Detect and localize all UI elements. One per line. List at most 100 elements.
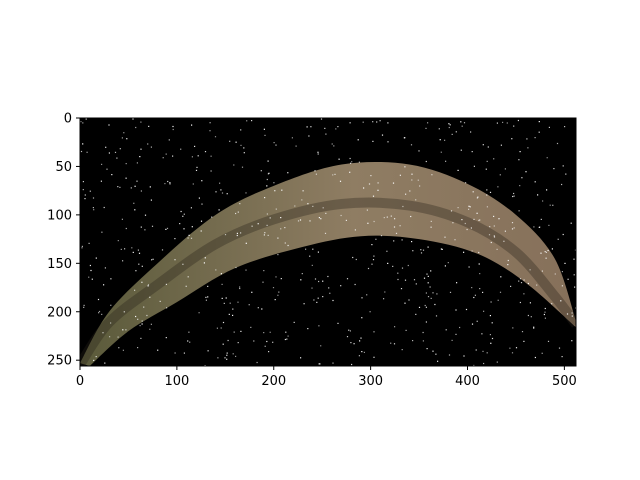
star bbox=[103, 206, 105, 209]
star bbox=[444, 236, 446, 238]
star bbox=[521, 331, 524, 333]
star bbox=[166, 307, 168, 309]
star bbox=[346, 278, 349, 280]
star bbox=[164, 183, 166, 185]
star bbox=[123, 311, 125, 313]
star bbox=[260, 170, 262, 172]
star bbox=[493, 158, 495, 160]
star bbox=[250, 326, 252, 328]
star bbox=[268, 351, 270, 353]
y-tick-label: 100 bbox=[47, 208, 72, 223]
x-tick-label: 200 bbox=[261, 374, 286, 389]
star bbox=[339, 180, 342, 182]
star bbox=[507, 264, 509, 266]
star bbox=[539, 226, 541, 228]
star bbox=[277, 237, 279, 239]
star bbox=[251, 120, 253, 122]
star bbox=[95, 356, 97, 358]
star bbox=[566, 313, 569, 315]
star bbox=[562, 233, 564, 236]
star bbox=[439, 139, 441, 141]
star bbox=[422, 249, 425, 251]
star bbox=[415, 313, 417, 315]
star bbox=[366, 209, 368, 211]
star bbox=[97, 298, 100, 301]
star bbox=[536, 284, 538, 286]
star bbox=[498, 218, 500, 220]
star bbox=[141, 323, 143, 325]
star bbox=[512, 195, 514, 198]
star bbox=[412, 250, 414, 252]
star bbox=[284, 242, 286, 244]
star bbox=[275, 208, 277, 210]
star bbox=[571, 315, 573, 317]
star bbox=[425, 127, 427, 129]
star bbox=[417, 179, 419, 181]
star bbox=[92, 197, 95, 199]
star bbox=[476, 197, 478, 199]
star bbox=[519, 278, 522, 280]
star bbox=[95, 257, 97, 259]
star bbox=[424, 304, 426, 307]
star bbox=[237, 342, 239, 344]
star bbox=[262, 281, 264, 283]
star bbox=[174, 238, 176, 240]
star bbox=[313, 299, 315, 301]
star bbox=[277, 254, 279, 256]
star bbox=[150, 323, 152, 325]
star bbox=[220, 273, 222, 275]
star bbox=[370, 175, 372, 177]
star bbox=[571, 340, 573, 342]
star bbox=[267, 234, 269, 236]
star bbox=[125, 329, 127, 331]
star bbox=[285, 331, 287, 333]
star bbox=[332, 299, 334, 302]
star bbox=[182, 263, 184, 265]
star bbox=[488, 234, 491, 236]
star bbox=[351, 161, 353, 163]
star bbox=[367, 222, 369, 224]
star bbox=[523, 340, 525, 342]
star bbox=[187, 276, 189, 278]
star bbox=[507, 259, 509, 262]
star bbox=[122, 260, 124, 262]
star bbox=[263, 332, 265, 334]
star bbox=[187, 237, 189, 239]
star bbox=[111, 174, 113, 176]
star bbox=[363, 351, 365, 353]
star bbox=[166, 227, 169, 229]
star bbox=[513, 227, 515, 229]
star bbox=[165, 337, 167, 339]
star bbox=[317, 251, 319, 253]
star bbox=[404, 302, 406, 304]
star bbox=[387, 122, 389, 124]
star bbox=[219, 182, 221, 184]
star bbox=[149, 296, 151, 298]
star bbox=[86, 151, 88, 153]
star bbox=[544, 311, 546, 313]
star bbox=[548, 126, 550, 128]
star bbox=[457, 169, 459, 171]
star bbox=[264, 197, 266, 199]
star bbox=[180, 210, 182, 213]
star bbox=[551, 248, 553, 250]
star bbox=[361, 351, 363, 353]
star bbox=[120, 248, 122, 250]
star bbox=[240, 129, 242, 131]
star bbox=[204, 257, 206, 259]
star bbox=[240, 144, 242, 146]
star bbox=[140, 121, 142, 123]
star bbox=[376, 121, 378, 123]
star bbox=[340, 214, 342, 217]
star bbox=[104, 362, 106, 364]
star bbox=[440, 248, 442, 250]
star bbox=[543, 313, 545, 316]
star bbox=[409, 190, 411, 192]
star bbox=[318, 363, 320, 365]
star bbox=[473, 296, 475, 299]
star bbox=[527, 314, 529, 317]
star bbox=[470, 227, 472, 229]
star bbox=[110, 304, 112, 306]
star bbox=[139, 156, 141, 158]
star bbox=[411, 173, 413, 175]
